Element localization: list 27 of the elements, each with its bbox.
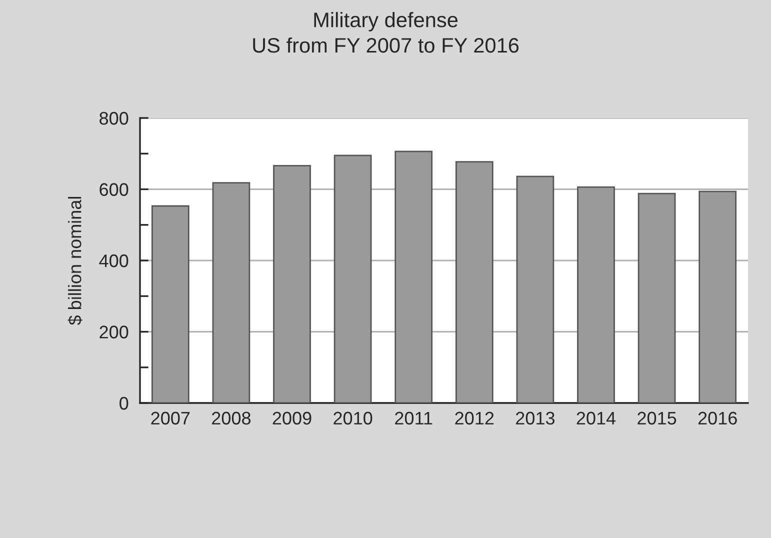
y-axis-title: $ billion nominal: [68, 196, 82, 326]
bar: [455, 161, 494, 403]
x-tick-label: 2010: [334, 412, 372, 425]
x-tick-label: 2013: [516, 412, 554, 425]
bar: [577, 186, 615, 403]
chart-title: Military defense US from FY 2007 to FY 2016: [253, 12, 519, 53]
bar: [698, 190, 737, 403]
bar: [212, 182, 250, 403]
y-tick-label: 0: [120, 396, 128, 410]
x-tick-label: 2008: [212, 412, 250, 425]
bar: [638, 192, 676, 403]
x-tick-label: 2016: [698, 412, 737, 425]
x-tick-label: 2015: [638, 412, 676, 425]
x-tick-label: 2014: [576, 412, 616, 425]
bar: [394, 150, 433, 403]
bar: [273, 165, 311, 403]
y-tick-label: 800: [100, 112, 128, 125]
bar: [334, 154, 372, 403]
bar: [516, 176, 554, 403]
y-tick-label: 600: [100, 183, 128, 196]
y-tick-label: 400: [99, 254, 128, 268]
x-tick-label: 2007: [151, 412, 190, 425]
y-tick-label: 200: [100, 326, 128, 338]
x-tick-label: 2009: [272, 412, 312, 425]
x-tick-label: 2011: [395, 412, 432, 425]
bar: [151, 205, 190, 403]
x-tick-label: 2012: [455, 412, 494, 425]
